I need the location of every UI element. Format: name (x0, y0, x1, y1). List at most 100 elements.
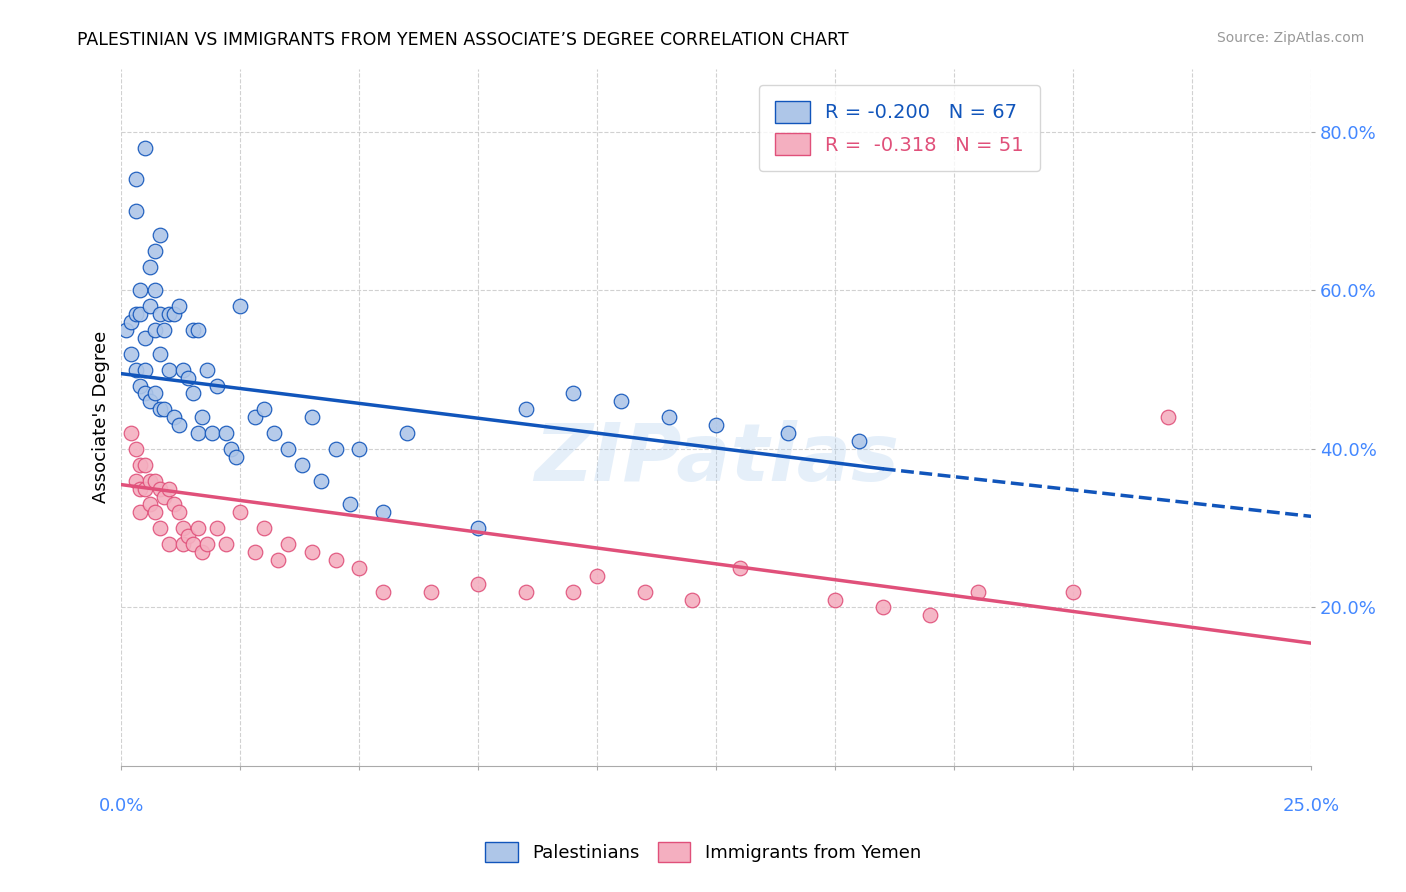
Point (125, 172, 148, 186)
Point (191, 545, 214, 559)
Point (1157, 410, 1180, 425)
Point (172, 362, 194, 376)
Point (148, 347, 170, 361)
Point (125, 307, 148, 321)
Point (153, 402, 176, 417)
Point (157, 307, 180, 321)
Point (215, 537, 238, 551)
Point (134, 386, 156, 401)
Point (373, 505, 395, 519)
Point (157, 482, 180, 496)
Point (586, 568, 609, 582)
Point (172, 537, 194, 551)
Point (120, 347, 142, 361)
Point (301, 410, 323, 425)
Point (157, 362, 180, 376)
Point (134, 482, 156, 496)
Point (115, 323, 138, 337)
Point (129, 307, 152, 321)
Point (267, 553, 290, 567)
Point (125, 442, 148, 456)
Point (172, 521, 194, 535)
Point (129, 482, 152, 496)
Point (243, 410, 266, 425)
Point (148, 227, 170, 242)
Point (125, 474, 148, 488)
Point (187, 323, 209, 337)
Point (125, 362, 148, 376)
Point (263, 426, 285, 441)
Point (195, 362, 218, 376)
Point (395, 426, 418, 441)
Point (134, 458, 156, 472)
Point (301, 545, 323, 559)
Point (125, 204, 148, 219)
Point (129, 378, 152, 392)
Point (134, 331, 156, 345)
Point (143, 284, 166, 298)
Point (219, 442, 242, 456)
Point (143, 323, 166, 337)
Point (419, 584, 441, 599)
Point (205, 521, 228, 535)
Point (187, 426, 209, 441)
Text: 0.0%: 0.0% (98, 797, 145, 814)
Point (181, 323, 204, 337)
Text: PALESTINIAN VS IMMIGRANTS FROM YEMEN ASSOCIATE’S DEGREE CORRELATION CHART: PALESTINIAN VS IMMIGRANTS FROM YEMEN ASS… (77, 31, 849, 49)
Point (163, 410, 186, 425)
Point (562, 584, 585, 599)
Point (201, 426, 224, 441)
Point (148, 521, 170, 535)
Point (704, 418, 727, 433)
Legend: R = -0.200   N = 67, R =  -0.318   N = 51: R = -0.200 N = 67, R = -0.318 N = 51 (759, 86, 1039, 171)
Point (187, 521, 209, 535)
Point (143, 474, 166, 488)
Point (872, 600, 894, 615)
Point (225, 450, 247, 464)
Point (153, 490, 176, 504)
Point (728, 561, 751, 575)
Point (153, 323, 176, 337)
Point (167, 418, 190, 433)
Point (467, 521, 489, 535)
Point (167, 505, 190, 519)
Text: ZIPatlas: ZIPatlas (534, 420, 898, 498)
Point (311, 474, 333, 488)
Point (920, 608, 942, 623)
Point (163, 307, 186, 321)
Point (143, 505, 166, 519)
Point (139, 394, 162, 409)
Point (134, 141, 156, 155)
Point (120, 315, 142, 329)
Y-axis label: Associate's Degree: Associate's Degree (93, 331, 110, 503)
Text: 25.0%: 25.0% (1282, 797, 1340, 814)
Point (129, 458, 152, 472)
Point (143, 386, 166, 401)
Point (349, 442, 371, 456)
Point (195, 537, 218, 551)
Point (139, 260, 162, 274)
Point (243, 545, 266, 559)
Point (148, 307, 170, 321)
Point (181, 386, 204, 401)
Point (848, 434, 870, 448)
Point (229, 505, 252, 519)
Point (148, 402, 170, 417)
Point (515, 402, 537, 417)
Point (634, 584, 657, 599)
Point (148, 482, 170, 496)
Point (253, 402, 276, 417)
Point (349, 561, 371, 575)
Point (824, 592, 846, 607)
Point (467, 576, 489, 591)
Point (139, 299, 162, 313)
Point (167, 299, 190, 313)
Point (277, 537, 299, 551)
Point (120, 426, 142, 441)
Point (134, 362, 156, 376)
Point (205, 378, 228, 392)
Point (191, 410, 214, 425)
Point (658, 410, 681, 425)
Point (139, 474, 162, 488)
Point (181, 537, 204, 551)
